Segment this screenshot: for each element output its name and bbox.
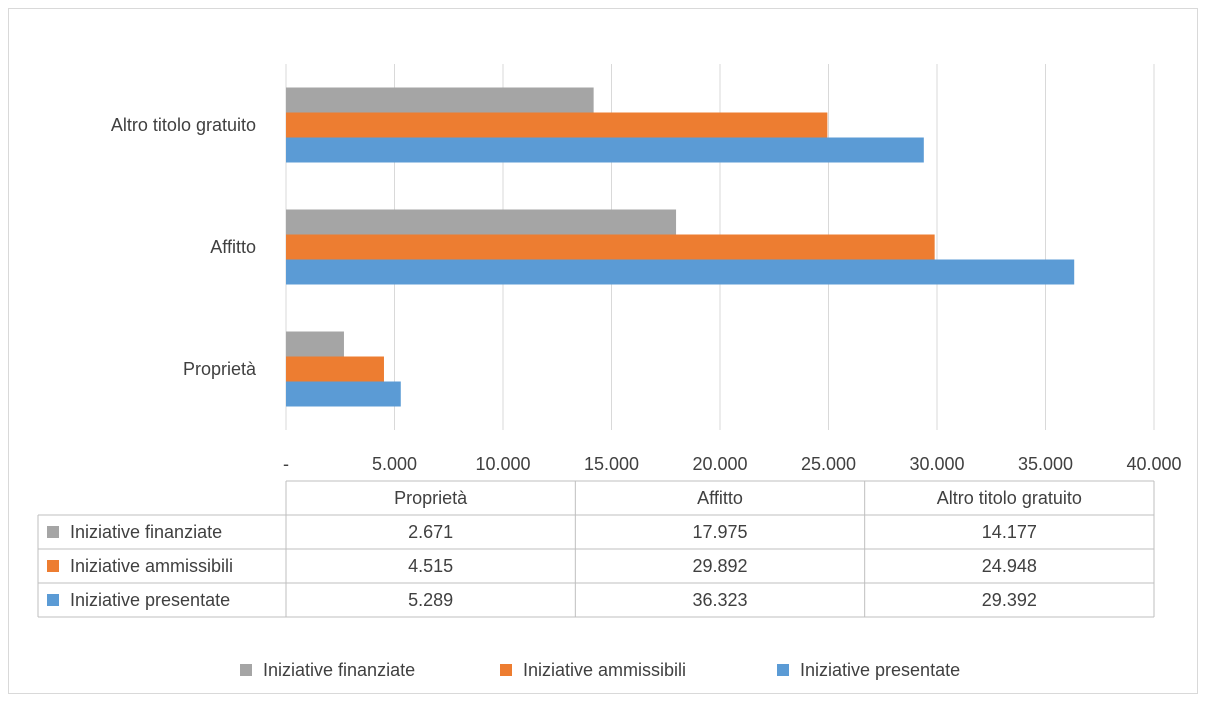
bar-iniziative-presentate-2 bbox=[286, 137, 924, 163]
table-cell: 36.323 bbox=[692, 590, 747, 610]
table-cell: 29.392 bbox=[982, 590, 1037, 610]
table-cell: 2.671 bbox=[408, 522, 453, 542]
table-row-label: Iniziative presentate bbox=[70, 590, 230, 610]
bar-iniziative-finanziate-2 bbox=[286, 87, 594, 113]
table-cell: 29.892 bbox=[692, 556, 747, 576]
category-label: Affitto bbox=[210, 237, 256, 257]
x-tick-label: 5.000 bbox=[372, 454, 417, 474]
table-legend-key bbox=[47, 594, 59, 606]
legend-swatch bbox=[500, 664, 512, 676]
category-label: Proprietà bbox=[183, 359, 257, 379]
table-legend-key bbox=[47, 526, 59, 538]
table-cell: 14.177 bbox=[982, 522, 1037, 542]
x-tick-label: 20.000 bbox=[692, 454, 747, 474]
legend-swatch bbox=[240, 664, 252, 676]
bar-iniziative-ammissibili-0 bbox=[286, 356, 384, 382]
bar-iniziative-presentate-0 bbox=[286, 381, 401, 407]
table-header-cell: Affitto bbox=[697, 488, 743, 508]
table-cell: 17.975 bbox=[692, 522, 747, 542]
table-legend-key bbox=[47, 560, 59, 572]
legend-label: Iniziative finanziate bbox=[263, 660, 415, 680]
x-tick-label: - bbox=[283, 454, 289, 474]
category-label: Altro titolo gratuito bbox=[111, 115, 256, 135]
x-tick-label: 25.000 bbox=[801, 454, 856, 474]
bar-iniziative-presentate-1 bbox=[286, 259, 1075, 285]
x-tick-label: 10.000 bbox=[475, 454, 530, 474]
legend-label: Iniziative presentate bbox=[800, 660, 960, 680]
bar-iniziative-finanziate-0 bbox=[286, 331, 344, 357]
bar-iniziative-ammissibili-1 bbox=[286, 234, 935, 260]
data-table: Proprietà Affitto Altro titolo gratuito Ini… bbox=[37, 480, 1155, 618]
bars bbox=[286, 87, 1075, 407]
table-row-label: Iniziative finanziate bbox=[70, 522, 222, 542]
x-tick-label: 15.000 bbox=[584, 454, 639, 474]
table-header-cell: Proprietà bbox=[394, 488, 468, 508]
bar-iniziative-finanziate-1 bbox=[286, 209, 677, 235]
legend: Iniziative finanziate Iniziative ammissib… bbox=[240, 660, 960, 680]
table-row-label: Iniziative ammissibili bbox=[70, 556, 233, 576]
bar-iniziative-ammissibili-2 bbox=[286, 112, 828, 138]
legend-label: Iniziative ammissibili bbox=[523, 660, 686, 680]
x-tick-label: 40.000 bbox=[1126, 454, 1181, 474]
category-labels: Proprietà Affitto Altro titolo gratuito bbox=[111, 115, 257, 379]
table-cell: 24.948 bbox=[982, 556, 1037, 576]
table-header-cell: Altro titolo gratuito bbox=[937, 488, 1082, 508]
table-cell: 5.289 bbox=[408, 590, 453, 610]
x-tick-labels: - 5.000 10.000 15.000 20.000 25.000 30.000 35.0… bbox=[283, 454, 1182, 474]
legend-swatch bbox=[777, 664, 789, 676]
x-tick-label: 35.000 bbox=[1018, 454, 1073, 474]
x-tick-label: 30.000 bbox=[909, 454, 964, 474]
table-cell: 4.515 bbox=[408, 556, 453, 576]
